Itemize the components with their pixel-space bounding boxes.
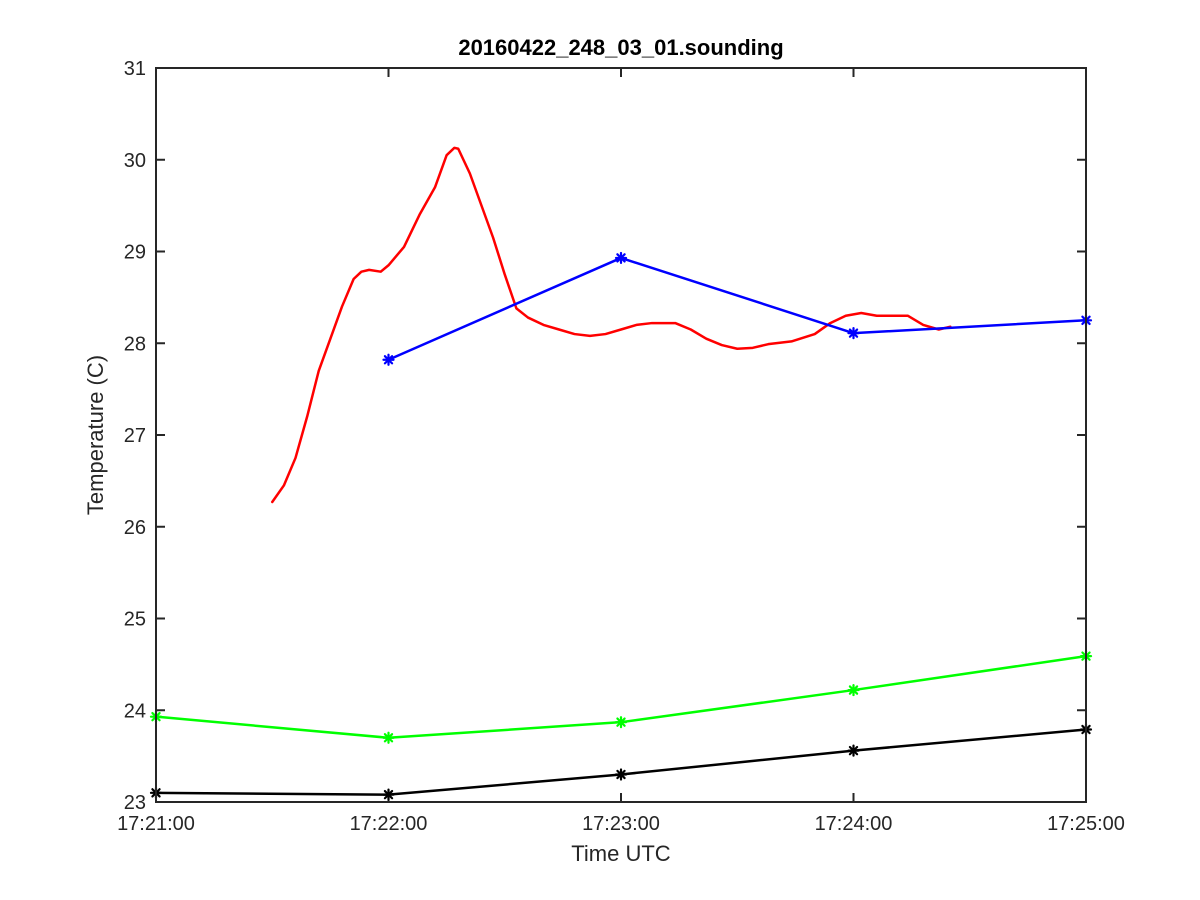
data-point-marker — [847, 744, 860, 757]
y-axis-title: Temperature (C) — [83, 355, 108, 515]
axis-tick-labels: 17:21:00 17:22:00 17:23:00 17:24:00 17:25:00… — [117, 58, 1125, 835]
data-point-marker — [382, 788, 395, 801]
y-tick-label: 27 — [124, 425, 146, 447]
y-tick-label: 31 — [124, 58, 146, 80]
series-line — [387, 256, 1088, 362]
data-point-marker — [847, 683, 860, 697]
series-2 — [382, 251, 1093, 366]
plot-frame — [155, 67, 1087, 803]
x-tick-label: 17:24:00 — [815, 813, 893, 835]
data-point-marker — [614, 768, 628, 781]
y-tick-label: 30 — [124, 150, 146, 172]
y-tick-label: 28 — [124, 333, 146, 355]
x-axis-title: Time UTC — [571, 841, 671, 866]
y-tick-label: 25 — [124, 609, 146, 631]
y-tick-label: 23 — [124, 792, 146, 814]
data-point-marker — [382, 731, 395, 744]
data-point-marker — [847, 327, 860, 340]
series-layer — [149, 146, 1093, 801]
data-point-marker — [614, 716, 628, 729]
data-point-marker — [614, 251, 628, 265]
x-tick-label: 17:23:00 — [582, 813, 660, 835]
x-tick-label: 17:25:00 — [1047, 813, 1125, 835]
y-tick-label: 24 — [124, 700, 146, 722]
chart-title: 20160422_248_03_01.sounding — [458, 35, 783, 60]
y-tick-label: 26 — [124, 517, 146, 539]
y-tick-label: 29 — [124, 242, 146, 264]
x-tick-label: 17:22:00 — [350, 813, 428, 835]
x-tick-label: 17:21:00 — [117, 813, 195, 835]
data-point-marker — [382, 353, 395, 366]
